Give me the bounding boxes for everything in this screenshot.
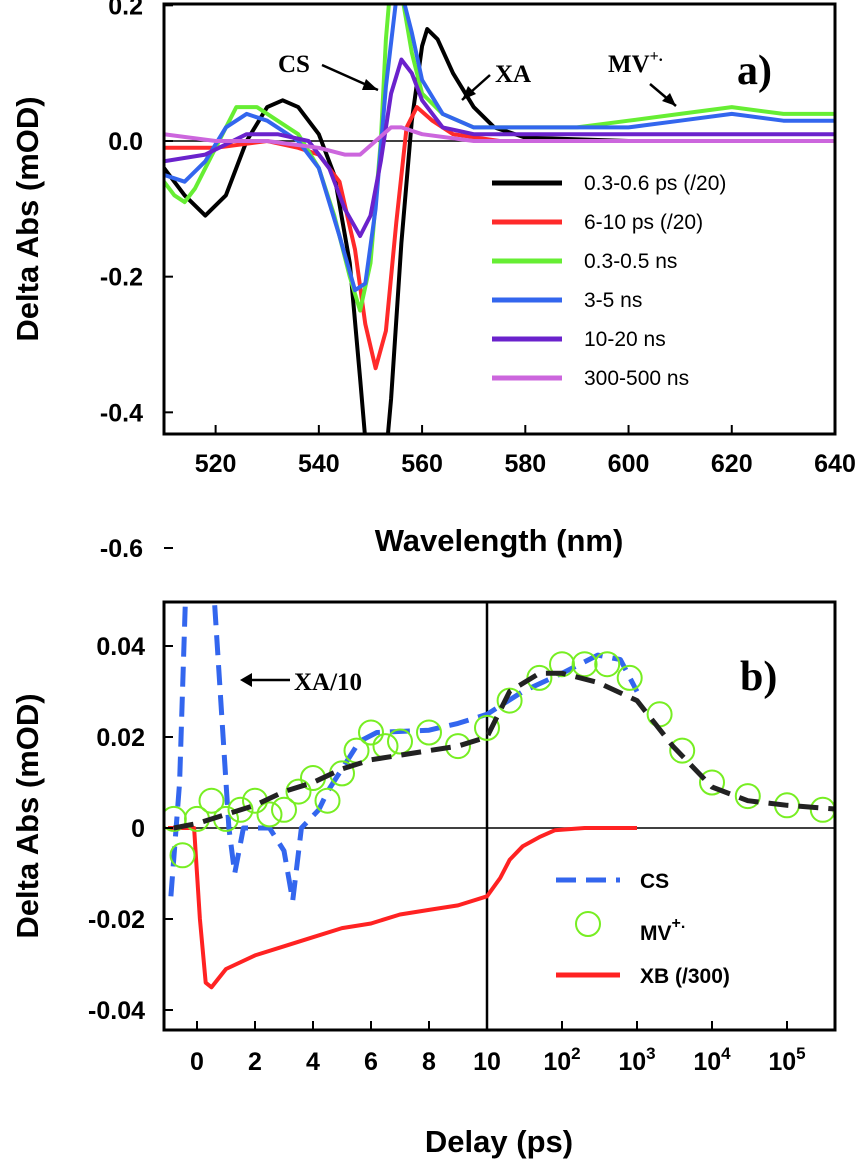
mv-marker xyxy=(474,714,500,741)
ticks-b: 0 2 4 6 8 10 102 103 104 105 0.04 0.02 0 -0.02 -0.04 xyxy=(88,633,806,1076)
mv-marker xyxy=(699,769,725,796)
y-tick-label-a: -0.6 xyxy=(100,535,143,563)
x-axis-label-a: Wavelength (nm) xyxy=(375,523,624,558)
x-axis-label-b: Delay (ps) xyxy=(425,1124,573,1159)
mv-marker xyxy=(669,737,696,764)
y-tick-label-b: 0 xyxy=(131,815,145,843)
x-tick-label-b: 2 xyxy=(248,1048,262,1076)
x-tick-label-a: 560 xyxy=(401,450,443,478)
x-tick-label-a: 580 xyxy=(504,450,546,478)
x-tick-label-a: 620 xyxy=(711,450,753,478)
series-line-10-20-ns xyxy=(164,57,835,238)
mv-marker xyxy=(169,842,196,869)
series-line-0-3-0-5-ns xyxy=(164,4,835,313)
y-tick-label-b: 0.04 xyxy=(96,633,145,661)
arrowhead-cs xyxy=(362,79,378,90)
mv-marker xyxy=(358,719,384,746)
mv-marker xyxy=(616,664,643,691)
mv-marker xyxy=(832,802,835,818)
panel-label-a: a) xyxy=(737,48,772,94)
y-tick-label-a: -0.4 xyxy=(100,399,143,427)
x-tick-label-b: 10 xyxy=(473,1048,501,1076)
y-tick-label-b: -0.04 xyxy=(88,997,145,1025)
series-line-6-10-ps-20 xyxy=(164,105,835,371)
arrowhead-xa xyxy=(462,86,476,100)
series-line-cs xyxy=(168,602,640,904)
x-tick-label-b: 105 xyxy=(768,1044,805,1076)
y-tick-label-a: 0.2 xyxy=(108,0,143,20)
x-tick-label-b: 0 xyxy=(190,1048,204,1076)
annotation-mv: MV+. xyxy=(608,48,663,78)
legend-label-6-10-ps-20: 6-10 ps (/20) xyxy=(584,211,703,234)
x-tick-label-a: 520 xyxy=(195,450,237,478)
annotation-cs: CS xyxy=(278,51,310,78)
legend-swatch-mv xyxy=(575,911,601,937)
y-tick-label-b: 0.02 xyxy=(96,724,145,752)
legend-label-xb: XB (/300) xyxy=(640,965,730,988)
legend-label-0-3-0-5-ns: 0.3-0.5 ns xyxy=(584,250,677,273)
ticks-a: 520 540 560 580 600 620 640 0.2 0.0 -0.2 -0.4 -0.6 xyxy=(100,0,856,563)
x-tick-label-a: 640 xyxy=(814,450,856,478)
legend-label-0-3-0-6-ps-20: 0.3-0.6 ps (/20) xyxy=(584,172,726,195)
series-group-a xyxy=(164,4,835,434)
y-tick-label-a: 0.0 xyxy=(108,128,143,156)
legend-label-300-500-ns: 300-500 ns xyxy=(584,367,689,390)
legend-label-3-5-ns: 3-5 ns xyxy=(584,289,642,312)
mv-marker xyxy=(314,787,341,814)
series-line-mv-fit xyxy=(173,670,835,831)
mv-marker xyxy=(387,728,413,755)
x-tick-label-a: 600 xyxy=(608,450,650,478)
x-tick-label-b: 103 xyxy=(618,1044,655,1076)
mv-marker xyxy=(416,719,442,746)
mv-marker xyxy=(285,778,312,805)
legend-label-cs: CS xyxy=(640,870,669,893)
mv-marker xyxy=(646,701,673,728)
legend-label-10-20-ns: 10-20 ns xyxy=(584,328,666,351)
x-tick-label-b: 104 xyxy=(693,1044,731,1076)
mv-marker xyxy=(549,651,575,678)
mv-marker xyxy=(256,801,283,828)
x-tick-label-b: 8 xyxy=(422,1048,436,1076)
legend-label-mv: MV+. xyxy=(640,915,685,945)
series-line-xb-300 xyxy=(168,826,637,990)
plot-frame-b xyxy=(162,600,837,1032)
y-axis-label-a: Delta Abs (mOD) xyxy=(10,96,45,341)
mv-marker xyxy=(227,796,254,823)
x-tick-label-b: 4 xyxy=(306,1048,320,1076)
mv-marker xyxy=(271,796,297,823)
plot-frame-a xyxy=(162,2,837,436)
annotation-xa: XA xyxy=(495,61,531,88)
legend-b: CS MV+. XB (/300) xyxy=(556,870,730,988)
arrowhead-mv xyxy=(662,93,676,106)
y-tick-label-a: -0.2 xyxy=(100,264,143,292)
series-group-b xyxy=(164,602,835,990)
arrowhead-xa10 xyxy=(240,673,252,687)
x-tick-label-b: 6 xyxy=(364,1048,378,1076)
mv-marker xyxy=(372,733,399,760)
panel-b: 0 2 4 6 8 10 102 103 104 105 0.04 0.02 0 -0.02 -0.04 X… xyxy=(10,600,837,1159)
series-line-3-5-ns xyxy=(164,4,835,293)
panel-label-b: b) xyxy=(740,654,777,700)
mv-marker xyxy=(594,651,621,678)
mv-marker xyxy=(571,651,598,678)
mv-marker xyxy=(734,783,761,810)
panel-a: 520 540 560 580 600 620 6400.20.0-0.2-0.4-0.6 … xyxy=(10,0,856,563)
x-tick-label-a: 540 xyxy=(298,450,340,478)
y-tick-label-b: -0.02 xyxy=(88,906,145,934)
series-line-300-500-ns xyxy=(164,125,835,157)
y-axis-label-b: Delta Abs (mOD) xyxy=(10,693,45,938)
annotation-xa10: XA/10 xyxy=(294,669,362,696)
x-tick-label-b: 102 xyxy=(543,1044,580,1076)
legend-a: 0.3-0.6 ps (/20) 6-10 ps (/20) 0.3-0.5 ns 3… xyxy=(492,172,726,390)
mv-marker xyxy=(496,687,523,714)
mv-marker xyxy=(198,787,225,814)
